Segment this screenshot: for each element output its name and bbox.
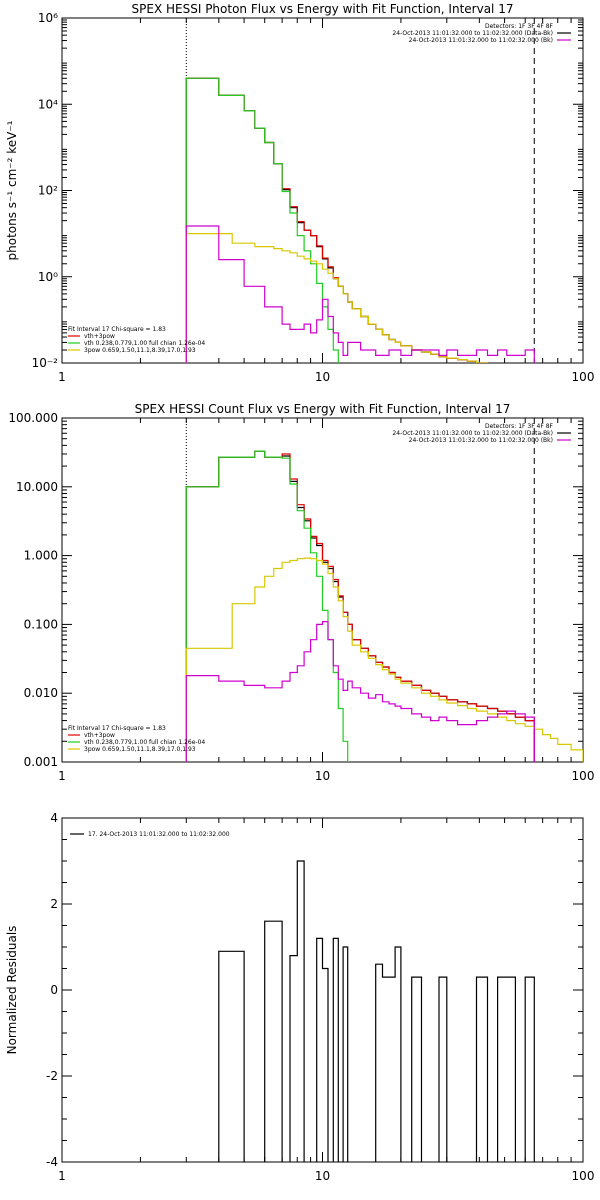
y-tick-label: 10⁶ <box>38 11 58 25</box>
panel-3: Normalized Residuals 1 10 100 -4 -2 0 2 4 17. 24-… <box>5 811 594 1183</box>
series-vth <box>185 77 339 363</box>
x-tick-label: 100 <box>572 769 595 783</box>
legend-entry: vth+3pow <box>84 732 115 739</box>
legend-fit-header: Fit Interval 17 Chi-square = 1.83 <box>68 725 166 732</box>
x-tick-label: 100 <box>572 1169 595 1183</box>
legend-entry: 24-Oct-2013 11:01:32.000 to 11:02:32.000… <box>392 30 553 37</box>
y-tick-label: 10.000 <box>16 480 58 494</box>
series-bk <box>185 621 535 762</box>
chart-title: SPEX HESSI Photon Flux vs Energy with Fi… <box>132 2 514 16</box>
series-vth <box>185 450 349 762</box>
y-axis-label: Normalized Residuals <box>5 926 19 1055</box>
series-3pow <box>185 233 489 363</box>
series-vth-3pow <box>185 77 489 363</box>
y-tick-label: 10² <box>38 184 58 198</box>
y-tick-label: 0 <box>50 983 58 997</box>
x-tick-label: 10 <box>315 370 330 384</box>
series-3pow <box>185 557 583 762</box>
y-tick-label: 10⁰ <box>38 270 58 284</box>
legend-entry: 3pow 0.659,1.50,11.1,8.39,17.0,1.93 <box>84 746 196 753</box>
y-tick-label: 1.000 <box>24 549 58 563</box>
plot-frame <box>61 817 584 1163</box>
legend-entry: vth 0.238,0.779,1.00 full chian 1.26e-04 <box>84 739 205 746</box>
x-tick-label: 1 <box>58 769 66 783</box>
series-vth-3pow <box>185 450 535 762</box>
y-tick-label: 0.100 <box>24 617 58 631</box>
legend-detectors: Detectors: 1F 3F 4F 8F <box>485 23 554 30</box>
x-tick-label: 10 <box>315 769 330 783</box>
plot-area <box>185 77 535 363</box>
y-tick-label: -2 <box>46 1069 58 1083</box>
series-data-bk <box>185 77 489 363</box>
legend-detectors: Detectors: 1F 3F 4F 8F <box>485 423 554 430</box>
chart-title: SPEX HESSI Count Flux vs Energy with Fit… <box>135 402 511 416</box>
y-tick-label: 2 <box>50 897 58 911</box>
x-tick-label: 100 <box>572 370 595 384</box>
y-tick-label: -4 <box>46 1155 58 1169</box>
series-residuals <box>218 860 535 1162</box>
legend-entry: vth+3pow <box>84 333 115 340</box>
x-tick-label: 10 <box>315 1169 330 1183</box>
legend-entry: 17. 24-Oct-2013 11:01:32.000 to 11:02:32… <box>88 831 230 838</box>
y-tick-label: 100.000 <box>8 411 58 425</box>
y-tick-label: 0.001 <box>24 755 58 769</box>
legend-entry: 3pow 0.659,1.50,11.1,8.39,17.0,1.93 <box>84 347 196 354</box>
legend-fit-header: Fit Interval 17 Chi-square = 1.83 <box>68 326 166 333</box>
plot-area <box>185 450 583 762</box>
legend-entry: vth 0.238,0.779,1.00 full chian 1.26e-04 <box>84 340 205 347</box>
legend-entry: 24-Oct-2013 11:01:32.000 to 11:02:32.000… <box>409 437 553 444</box>
y-tick-label: 0.010 <box>24 686 58 700</box>
y-tick-label: 10⁻² <box>32 356 59 370</box>
legend-entry: 24-Oct-2013 11:01:32.000 to 11:02:32.000… <box>409 37 553 44</box>
series-data-bk <box>185 450 535 762</box>
y-tick-label: 10⁴ <box>38 97 58 111</box>
series-bk <box>185 225 535 363</box>
plot-area <box>218 860 535 1162</box>
x-tick-label: 1 <box>58 1169 66 1183</box>
y-axis-label: photons s⁻¹ cm⁻² keV⁻¹ <box>5 120 19 260</box>
panel-2: SPEX HESSI Count Flux vs Energy with Fit… <box>8 402 594 783</box>
x-tick-label: 1 <box>58 370 66 384</box>
legend-entry: 24-Oct-2013 11:01:32.000 to 11:02:32.000… <box>392 430 553 437</box>
panel-1: SPEX HESSI Photon Flux vs Energy with Fi… <box>5 2 594 384</box>
y-tick-label: 4 <box>50 811 58 825</box>
